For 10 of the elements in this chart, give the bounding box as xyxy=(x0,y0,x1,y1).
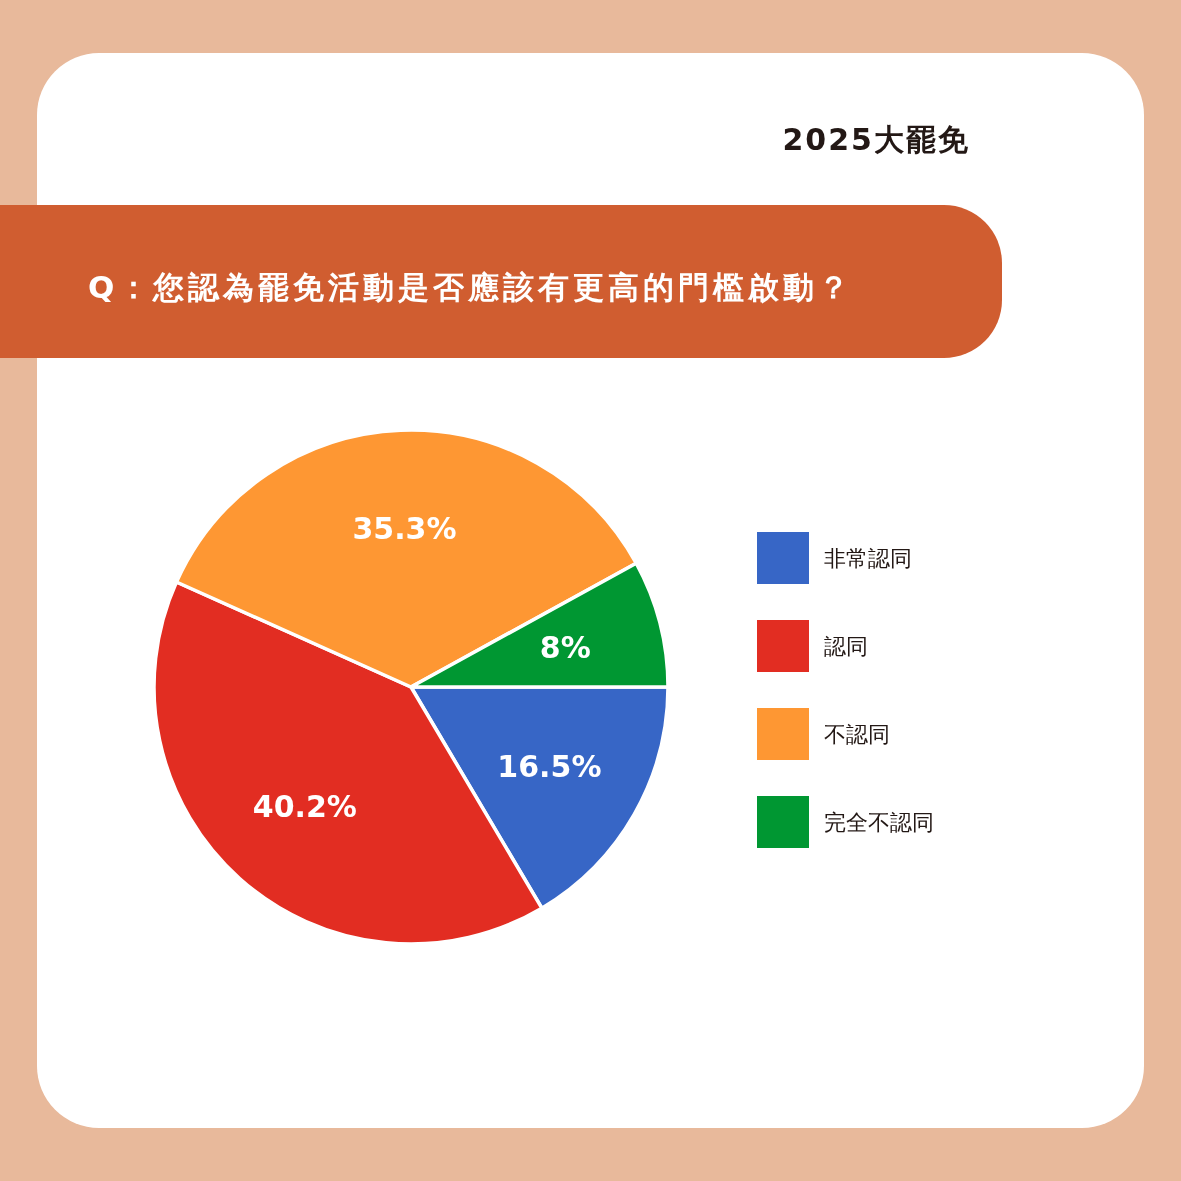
legend-label: 非常認同 xyxy=(824,546,912,571)
chart-subtitle: 2025大罷免 xyxy=(782,122,970,157)
data-label: 8% xyxy=(539,630,591,666)
legend-label: 不認同 xyxy=(824,722,890,747)
legend-label: 認同 xyxy=(824,634,868,659)
data-label: 40.2% xyxy=(252,788,357,824)
legend-label: 完全不認同 xyxy=(824,810,934,835)
data-label: 16.5% xyxy=(497,748,602,784)
data-label: 35.3% xyxy=(352,510,457,546)
chart-title: Q：您認為罷免活動是否應該有更高的門檻啟動？ xyxy=(88,269,854,305)
